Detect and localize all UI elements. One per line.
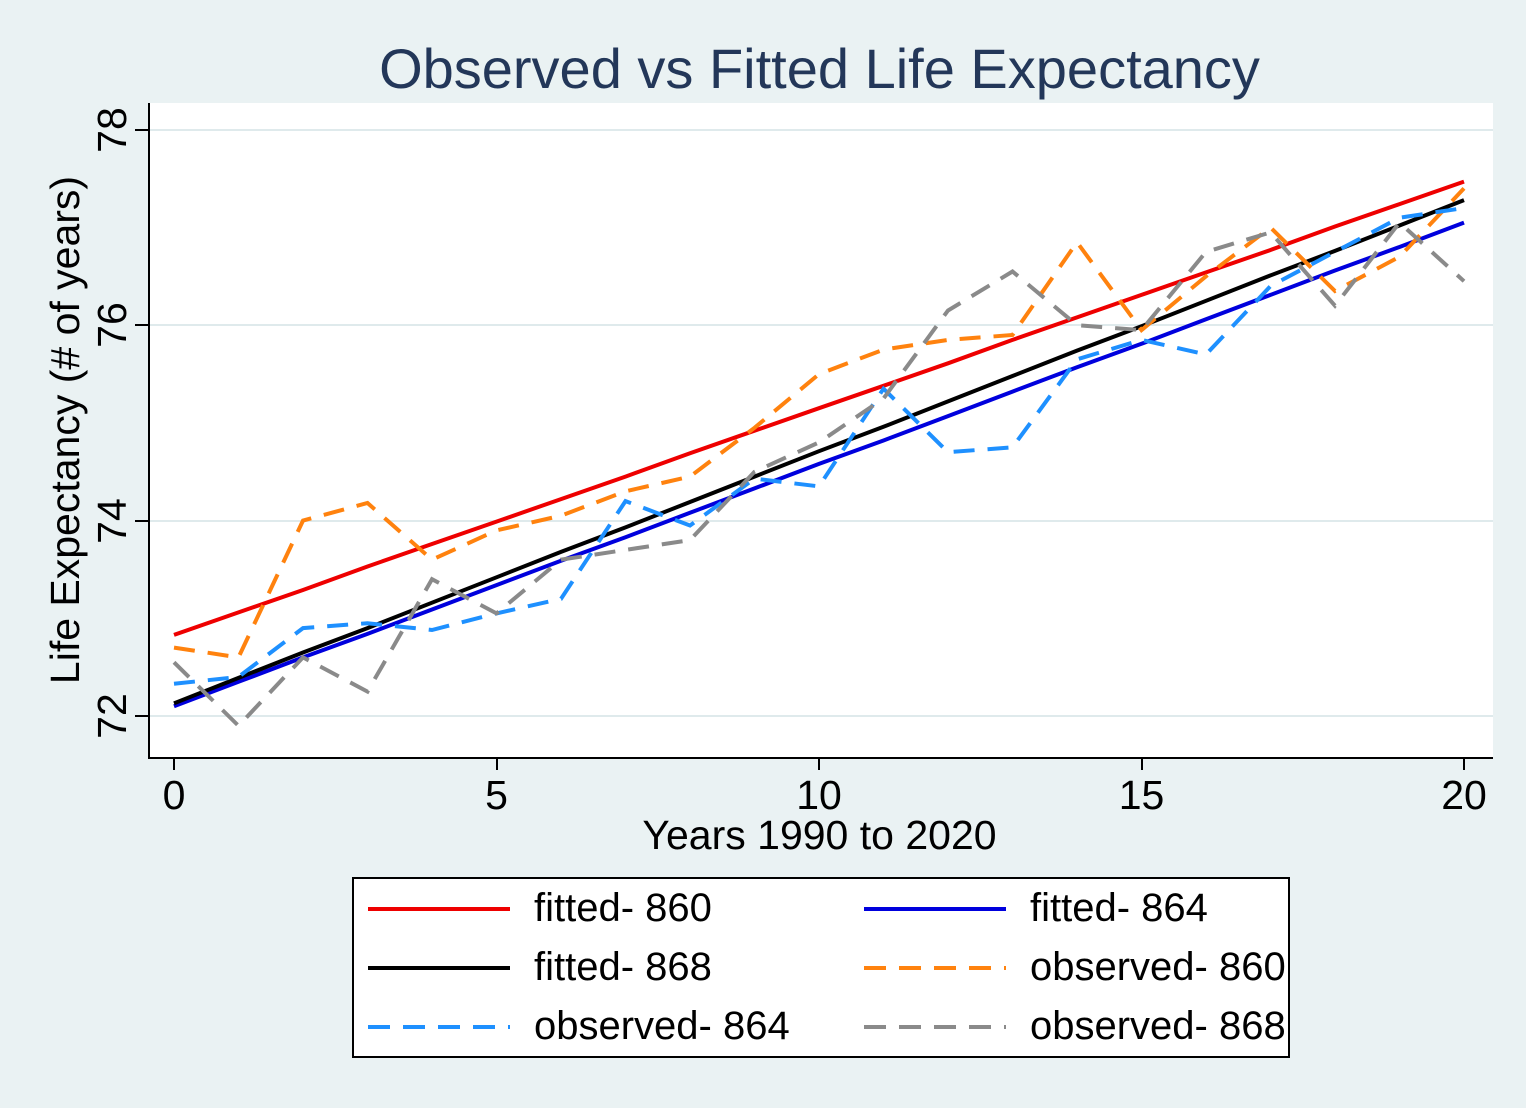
legend-entry-fitted-864: fitted- 864 <box>850 886 1288 931</box>
gridline-y-74 <box>150 519 1493 522</box>
legend-line-sample-solid <box>864 906 1006 911</box>
gridline-y-78 <box>150 128 1493 131</box>
chart-title: Observed vs Fitted Life Expectancy <box>379 37 1260 100</box>
y-tick-78 <box>135 128 148 131</box>
legend-label: fitted- 860 <box>534 886 712 930</box>
gridline-y-72 <box>150 715 1493 717</box>
x-tick-15 <box>1140 757 1143 770</box>
legend-label: observed- 864 <box>534 1004 790 1048</box>
y-tick-label-76: 76 <box>89 302 135 348</box>
x-tick-0 <box>173 757 175 770</box>
x-tick-label-20: 20 <box>1441 772 1487 818</box>
legend-label: observed- 860 <box>1030 945 1286 989</box>
y-tick-76 <box>135 324 148 327</box>
x-tick-label-15: 15 <box>1118 772 1165 818</box>
x-tick-5 <box>495 757 498 770</box>
y-axis-title: Life Expectancy (# of years) <box>42 175 88 685</box>
legend-entry-observed-864: observed- 864 <box>354 1004 850 1049</box>
x-tick-label-0: 0 <box>162 772 186 818</box>
legend-entry-fitted-868: fitted- 868 <box>354 945 850 990</box>
y-tick-label-72: 72 <box>89 693 135 739</box>
x-tick-10 <box>818 757 820 770</box>
legend-line-sample-solid <box>368 906 510 911</box>
gridline-y-76 <box>150 324 1493 327</box>
legend-label: observed- 868 <box>1030 1004 1286 1048</box>
legend-entry-fitted-860: fitted- 860 <box>354 886 850 931</box>
plot-area <box>148 103 1493 759</box>
x-tick-label-5: 5 <box>485 772 508 818</box>
legend-label: fitted- 864 <box>1030 886 1208 930</box>
x-tick-20 <box>1463 757 1465 770</box>
legend-entry-observed-860: observed- 860 <box>850 945 1288 990</box>
y-tick-74 <box>135 519 148 522</box>
legend-line-sample-dashed <box>864 965 1006 970</box>
legend: fitted- 860 fitted- 864 fitted- 868 observe… <box>352 877 1290 1058</box>
x-axis-title: Years 1990 to 2020 <box>642 812 997 858</box>
legend-line-sample-solid <box>368 965 510 970</box>
y-tick-72 <box>135 715 148 717</box>
legend-line-sample-dashed <box>368 1024 510 1029</box>
legend-label: fitted- 868 <box>534 945 712 989</box>
legend-entry-observed-868: observed- 868 <box>850 1004 1288 1049</box>
x-tick-label-10: 10 <box>796 772 842 818</box>
y-tick-label-78: 78 <box>89 107 135 153</box>
legend-line-sample-dashed <box>864 1024 1006 1029</box>
y-tick-label-74: 74 <box>89 497 135 544</box>
